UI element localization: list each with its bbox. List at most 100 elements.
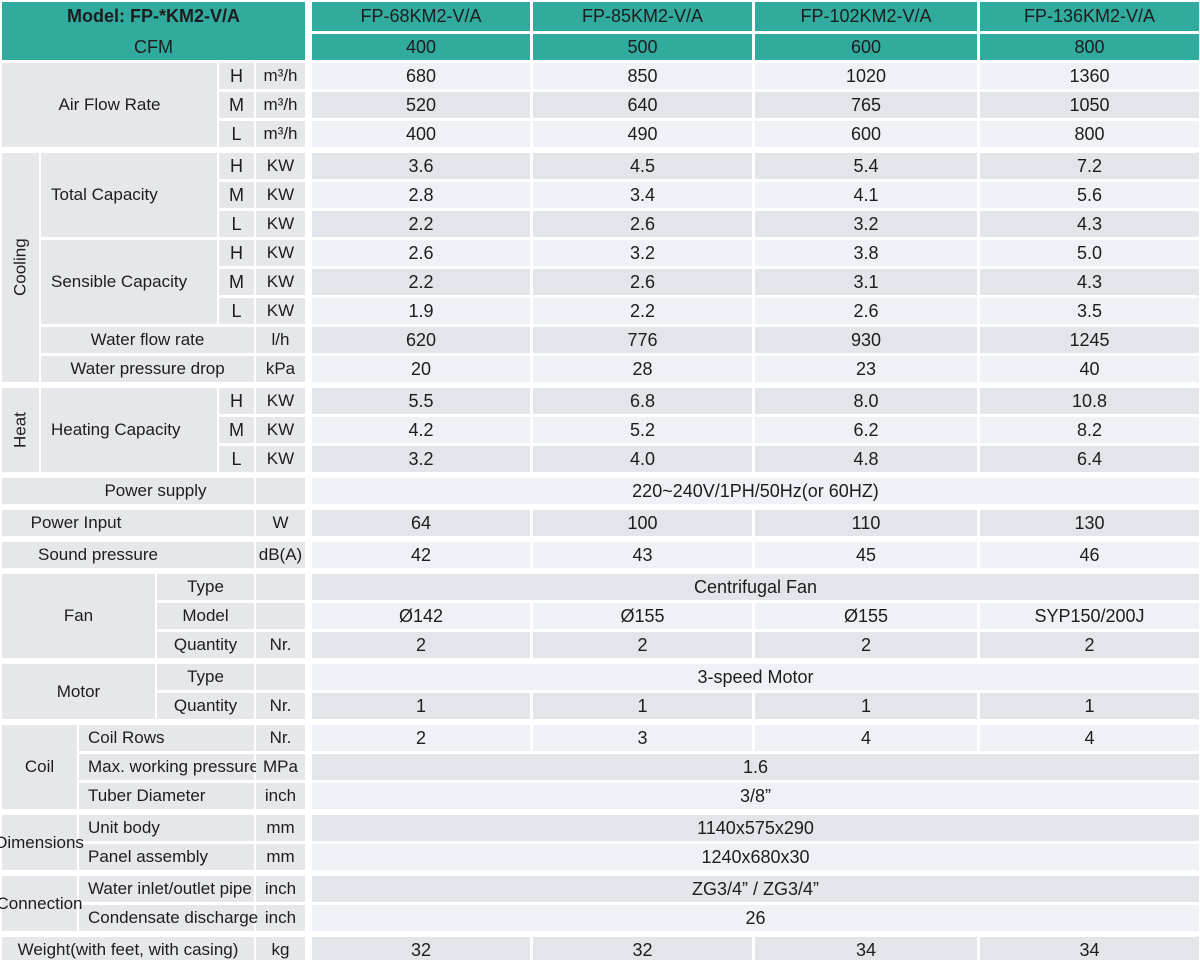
row-label: Type: [157, 574, 254, 600]
value-cell: 4.3: [980, 211, 1199, 237]
value-cell: 64: [312, 510, 530, 536]
value-cell: 4.3: [980, 269, 1199, 295]
speed-cell: H: [219, 388, 254, 414]
value-cell: 20: [312, 356, 530, 382]
col-header-cfm: 400: [312, 34, 530, 60]
value-cell: 765: [755, 92, 977, 118]
speed-cell: M: [219, 92, 254, 118]
value-cell: 5.6: [980, 182, 1199, 208]
value-cell: 4.5: [533, 153, 752, 179]
col-header-model: FP-68KM2-V/A: [312, 2, 530, 31]
row-label: Coil Rows: [79, 725, 254, 751]
row-label: Sound pressure: [2, 542, 254, 568]
value-cell: 3/8”: [312, 783, 1199, 809]
unit-cell: Nr.: [256, 725, 305, 751]
value-cell: 2: [312, 632, 530, 658]
row-label: Max. working pressure: [79, 754, 259, 780]
row-label: Panel assembly: [79, 844, 254, 870]
value-cell: 3.1: [755, 269, 977, 295]
value-cell: 3.2: [312, 446, 530, 472]
section-weight: Weight(with feet, with casing) kg 32 32 …: [2, 937, 1199, 960]
value-cell: 3.2: [755, 211, 977, 237]
speed-cell: M: [219, 417, 254, 443]
unit-cell: inch: [256, 876, 305, 902]
value-cell: 2.2: [312, 269, 530, 295]
value-cell: 4: [755, 725, 977, 751]
value-cell: 3.6: [312, 153, 530, 179]
speed-cell: H: [219, 240, 254, 266]
table-header: Model: FP-*KM2-V/A CFM FP-68KM2-V/A 400 …: [2, 2, 1199, 60]
row-label: Sensible Capacity: [41, 240, 217, 324]
row-label: Quantity: [157, 632, 254, 658]
value-cell: 930: [755, 327, 977, 353]
value-cell: 3-speed Motor: [312, 664, 1199, 690]
value-cell: Ø155: [755, 603, 977, 629]
speed-cell: L: [219, 211, 254, 237]
value-cell: 776: [533, 327, 752, 353]
section-label-coil: Coil: [2, 725, 77, 809]
value-cell: 1020: [755, 63, 977, 89]
value-cell: 43: [533, 542, 752, 568]
value-cell: 2.2: [312, 211, 530, 237]
section-connection: Connection Water inlet/outlet pipe inch …: [0, 876, 1199, 931]
value-cell: Ø142: [312, 603, 530, 629]
row-label: Model: [157, 603, 254, 629]
value-cell: ZG3/4” / ZG3/4”: [312, 876, 1199, 902]
value-cell: 32: [312, 937, 530, 960]
value-cell: 6.4: [980, 446, 1199, 472]
speed-cell: L: [219, 446, 254, 472]
section-motor: Motor Type 3-speed Motor Quantity Nr. 1 …: [2, 664, 1199, 719]
value-cell: 2.6: [312, 240, 530, 266]
unit-cell: MPa: [256, 754, 305, 780]
unit-cell: KW: [256, 388, 305, 414]
unit-cell: [256, 478, 305, 504]
section-label-heat: Heat: [2, 388, 39, 472]
value-cell: 1360: [980, 63, 1199, 89]
value-cell: 28: [533, 356, 752, 382]
row-label: Type: [157, 664, 254, 690]
unit-cell: KW: [256, 298, 305, 324]
value-cell: 42: [312, 542, 530, 568]
unit-cell: KW: [256, 211, 305, 237]
value-cell: 680: [312, 63, 530, 89]
unit-cell: kPa: [256, 356, 305, 382]
value-cell: 100: [533, 510, 752, 536]
col-header-cfm: 600: [755, 34, 977, 60]
value-cell: 1.6: [312, 754, 1199, 780]
col-header-model: FP-85KM2-V/A: [533, 2, 752, 31]
value-cell: 5.4: [755, 153, 977, 179]
row-label: Quantity: [157, 693, 254, 719]
subsection-total-capacity: Total Capacity H KW 3.6 4.5 5.4 7.2 M KW…: [41, 153, 1199, 237]
value-cell: 3.4: [533, 182, 752, 208]
speed-cell: M: [219, 269, 254, 295]
value-cell: 5.2: [533, 417, 752, 443]
value-cell: 3.5: [980, 298, 1199, 324]
unit-cell: KW: [256, 417, 305, 443]
unit-cell: KW: [256, 153, 305, 179]
value-cell: 4.1: [755, 182, 977, 208]
speed-cell: M: [219, 182, 254, 208]
value-cell: 26: [312, 905, 1199, 931]
value-cell: 800: [980, 121, 1199, 147]
col-header-cfm: 800: [980, 34, 1199, 60]
value-cell: 1: [755, 693, 977, 719]
value-cell: 400: [312, 121, 530, 147]
section-heat: Heat Heating Capacity H KW 5.5 6.8 8.0 1…: [2, 388, 1199, 472]
value-cell: 4.8: [755, 446, 977, 472]
row-label: Total Capacity: [41, 153, 217, 237]
section-fan: Fan Type Centrifugal Fan Model Ø142 Ø155…: [2, 574, 1199, 658]
value-cell: 3.2: [533, 240, 752, 266]
value-cell: 34: [755, 937, 977, 960]
value-cell: 2.6: [533, 269, 752, 295]
value-cell: 40: [980, 356, 1199, 382]
section-sound-pressure: Sound pressure dB(A) 42 43 45 46: [2, 542, 1199, 568]
value-cell: 1245: [980, 327, 1199, 353]
value-cell: 2.2: [533, 298, 752, 324]
unit-cell: W: [256, 510, 305, 536]
unit-cell: Nr.: [256, 632, 305, 658]
value-cell: 8.2: [980, 417, 1199, 443]
unit-cell: dB(A): [256, 542, 305, 568]
value-cell: 1: [533, 693, 752, 719]
value-cell: 34: [980, 937, 1199, 960]
value-cell: 600: [755, 121, 977, 147]
